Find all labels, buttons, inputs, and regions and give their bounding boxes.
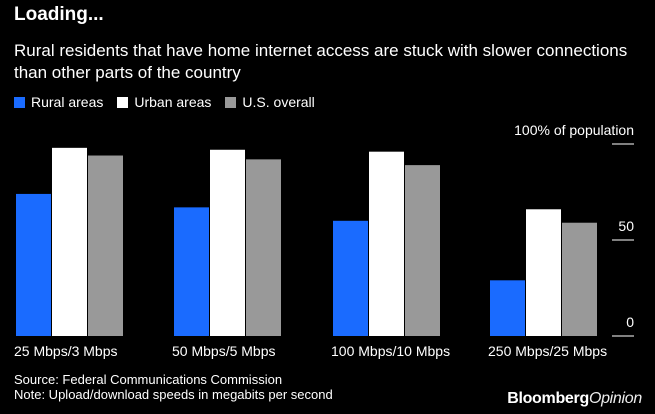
source-note: Source: Federal Communications Commissio… (14, 372, 283, 387)
y-tick-label-1: 50 (618, 218, 634, 234)
bar-urban-areas-1 (210, 149, 245, 336)
legend: Rural areas Urban areas U.S. overall (14, 94, 315, 110)
bar-u-s-overall-3 (562, 222, 597, 336)
x-tick-label-2: 100 Mbps/10 Mbps (331, 343, 450, 359)
y-tick-label-0: 100% of population (514, 122, 634, 138)
bar-rural-areas-2 (333, 220, 368, 336)
footnote: Note: Upload/download speeds in megabits… (14, 387, 333, 402)
chart-title: Loading... (14, 4, 104, 25)
brand-opinion: Opinion (588, 390, 642, 407)
bloomberg-opinion-logo: BloombergOpinion (507, 390, 642, 408)
x-tick-label-1: 50 Mbps/5 Mbps (172, 343, 276, 359)
x-tick-label-3: 250 Mbps/25 Mbps (488, 343, 607, 359)
legend-swatch-rural (14, 96, 25, 108)
legend-item-rural: Rural areas (14, 94, 103, 110)
bar-u-s-overall-1 (246, 159, 281, 336)
legend-item-us: U.S. overall (225, 94, 315, 110)
footer: Source: Federal Communications Commissio… (14, 372, 333, 402)
legend-label-us: U.S. overall (242, 94, 315, 110)
bar-u-s-overall-2 (405, 165, 440, 336)
bar-urban-areas-0 (52, 147, 87, 336)
chart-subtitle: Rural residents that have home internet … (14, 41, 628, 82)
legend-label-urban: Urban areas (134, 94, 212, 110)
legend-label-rural: Rural areas (31, 94, 104, 110)
y-tick-label-2: 0 (626, 314, 634, 330)
bar-u-s-overall-0 (88, 155, 123, 336)
legend-swatch-urban (117, 96, 129, 108)
legend-swatch-us (225, 96, 237, 108)
legend-item-urban: Urban areas (117, 94, 211, 110)
bar-rural-areas-3 (490, 280, 525, 336)
brand-bloomberg: Bloomberg (507, 390, 589, 407)
bar-urban-areas-2 (369, 151, 404, 336)
bar-rural-areas-1 (174, 207, 209, 336)
bar-urban-areas-3 (526, 209, 561, 336)
x-tick-label-0: 25 Mbps/3 Mbps (14, 343, 118, 359)
bar-rural-areas-0 (16, 193, 51, 336)
